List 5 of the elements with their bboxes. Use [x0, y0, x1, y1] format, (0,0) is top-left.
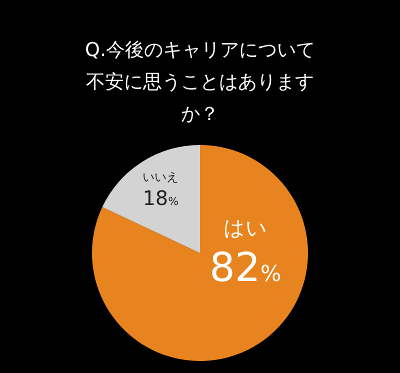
title: Q.今後のキャリアについて不安に思うことはありますか？ [85, 39, 315, 125]
value-label: 82% [209, 245, 282, 291]
category-label: いいえ [142, 170, 179, 184]
category-label: はい [223, 216, 268, 240]
value-label: 18% [142, 186, 179, 210]
